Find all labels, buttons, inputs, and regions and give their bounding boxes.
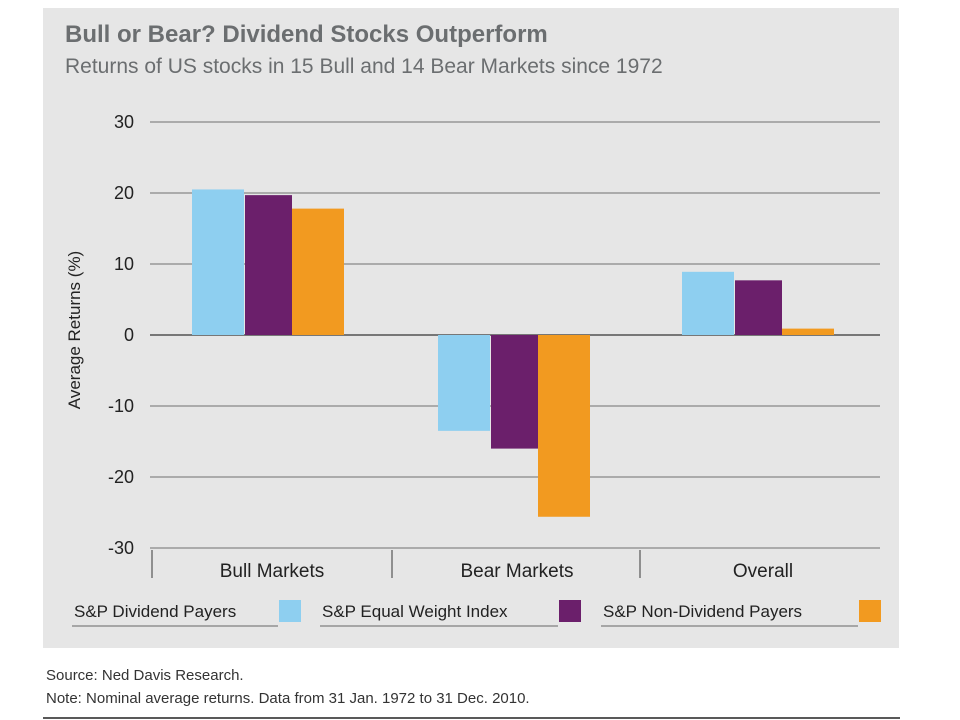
- bar: [245, 195, 292, 335]
- bar: [438, 335, 490, 431]
- bars: [192, 189, 834, 517]
- y-tick-label: -30: [108, 538, 134, 558]
- bar: [682, 271, 734, 335]
- y-tick-label: -20: [108, 467, 134, 487]
- category-axis: Bull Markets Bear Markets Overall: [151, 550, 793, 582]
- chart-title: Bull or Bear? Dividend Stocks Outperform: [65, 21, 548, 48]
- category-label: Overall: [733, 561, 793, 582]
- category-label: Bear Markets: [461, 561, 574, 582]
- y-tick-label: 30: [114, 112, 134, 132]
- y-tick-label: 20: [114, 183, 134, 203]
- bar: [192, 189, 244, 335]
- legend-label: S&P Non-Dividend Payers: [603, 602, 802, 621]
- bar: [491, 335, 538, 449]
- y-tick-labels: 30 20 10 0 -10 -20 -30: [108, 112, 134, 558]
- legend-label: S&P Equal Weight Index: [322, 602, 508, 621]
- bar: [782, 328, 834, 335]
- category-label: Bull Markets: [220, 561, 325, 582]
- y-tick-label: -10: [108, 396, 134, 416]
- bar: [538, 335, 590, 517]
- legend-label: S&P Dividend Payers: [74, 602, 236, 621]
- bar: [735, 280, 782, 335]
- legend: S&P Dividend Payers S&P Equal Weight Inde…: [72, 600, 881, 627]
- y-tick-label: 10: [114, 254, 134, 274]
- legend-swatch: [279, 600, 301, 622]
- legend-swatch: [559, 600, 581, 622]
- bar: [292, 208, 344, 335]
- note-text: Note: Nominal average returns. Data from…: [46, 690, 530, 707]
- chart-subtitle: Returns of US stocks in 15 Bull and 14 B…: [65, 55, 663, 78]
- y-axis-label: Average Returns (%): [65, 251, 84, 409]
- legend-swatch: [859, 600, 881, 622]
- y-tick-label: 0: [124, 325, 134, 345]
- source-text: Source: Ned Davis Research.: [46, 667, 244, 684]
